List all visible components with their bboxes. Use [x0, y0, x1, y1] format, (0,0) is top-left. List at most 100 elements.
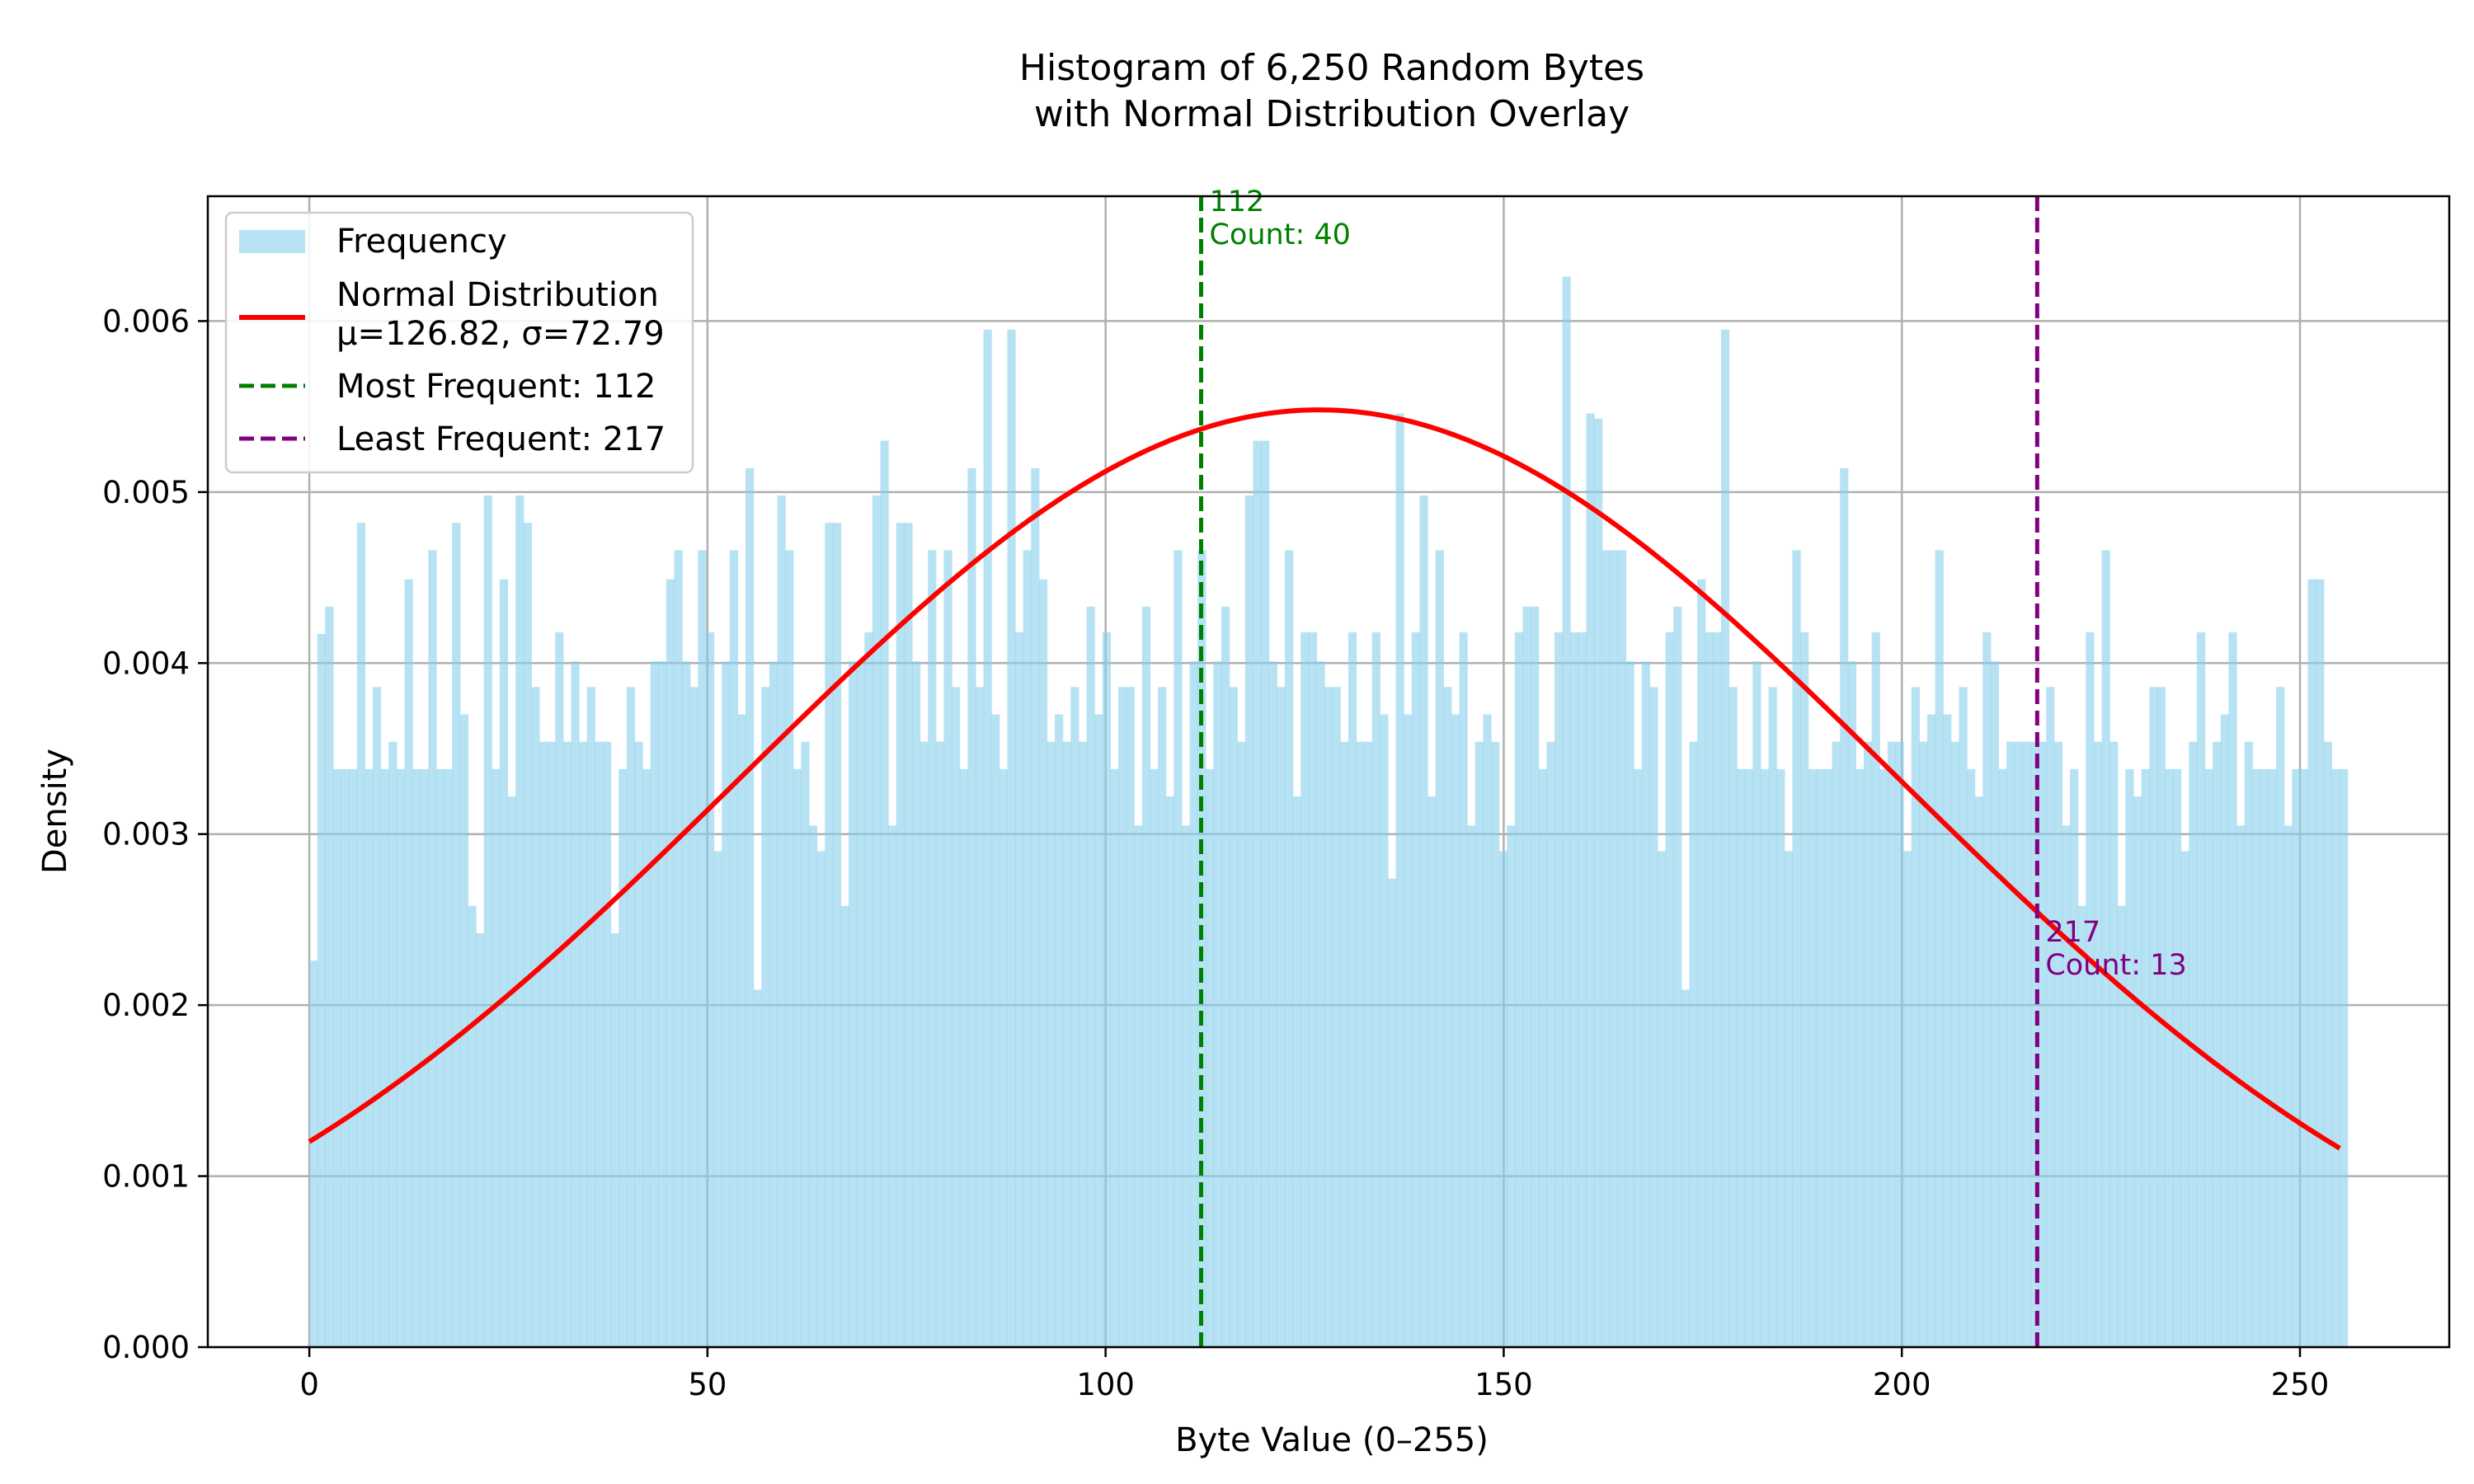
histogram-bar	[1062, 741, 1071, 1347]
least-frequent-count-label: Count: 13	[2045, 949, 2186, 982]
histogram-bar	[1998, 768, 2007, 1347]
histogram-bar	[1451, 714, 1460, 1347]
histogram-bar	[1689, 741, 1698, 1347]
histogram-bar	[920, 741, 929, 1347]
histogram-bar	[1919, 741, 1928, 1347]
histogram-bar	[2260, 768, 2269, 1347]
histogram-bar	[729, 550, 739, 1347]
histogram-bar	[1967, 768, 1976, 1347]
histogram-bar	[967, 467, 976, 1348]
legend-label-least-frequent: Least Frequent: 217	[336, 420, 666, 458]
histogram-bar	[1641, 661, 1650, 1347]
histogram-bar	[1720, 329, 1730, 1348]
histogram-bar	[1959, 687, 1968, 1347]
legend-label-most-frequent: Most Frequent: 112	[336, 368, 656, 406]
histogram-bar	[435, 768, 445, 1347]
histogram-bar	[1253, 440, 1262, 1348]
histogram-bar	[705, 632, 715, 1347]
histogram-bar	[2284, 825, 2293, 1347]
histogram-bar	[1887, 741, 1897, 1347]
histogram-bar	[539, 741, 548, 1347]
histogram-bar	[1047, 741, 1056, 1347]
histogram-bar	[999, 768, 1008, 1347]
histogram-bar	[1483, 714, 1492, 1347]
histogram-bar	[1427, 796, 1437, 1347]
histogram-bar	[523, 523, 532, 1347]
histogram-bar	[404, 579, 413, 1347]
histogram-bar	[682, 661, 691, 1347]
histogram-bar	[832, 523, 842, 1347]
x-tick-label: 100	[1076, 1367, 1135, 1402]
histogram-bar	[1546, 741, 1555, 1347]
histogram-bar	[1681, 989, 1691, 1347]
histogram-bar	[412, 768, 421, 1347]
histogram-bar	[476, 933, 485, 1347]
histogram-bar	[1292, 796, 1301, 1347]
histogram-bar	[1332, 687, 1341, 1347]
histogram-bar	[2316, 579, 2325, 1347]
histogram-bar	[1602, 550, 1611, 1347]
histogram-bar	[1950, 741, 1959, 1347]
histogram-bar	[1268, 661, 1277, 1347]
histogram-bar	[2077, 905, 2086, 1347]
legend-label-normal-line-2: μ=126.82, σ=72.79	[336, 315, 665, 353]
histogram-bar	[1356, 741, 1365, 1347]
histogram-bar	[1522, 606, 1531, 1347]
histogram-bar	[1086, 606, 1095, 1347]
histogram-bar	[2180, 851, 2189, 1347]
histogram-bar	[1237, 741, 1246, 1347]
histogram-bar	[349, 768, 358, 1347]
histogram-bar	[737, 714, 746, 1347]
histogram-bar	[1673, 606, 1682, 1347]
histogram-bar	[1055, 714, 1064, 1347]
histogram-bar	[1038, 579, 1048, 1347]
histogram-bar	[856, 661, 865, 1347]
x-axis-label: Byte Value (0–255)	[1175, 1421, 1489, 1459]
histogram-bar	[341, 768, 350, 1347]
histogram-bar	[1625, 661, 1634, 1347]
histogram-bar	[2299, 768, 2309, 1347]
x-axis-ticks: 0 50 100 150 200 250	[299, 1347, 2329, 1402]
histogram-bar	[2173, 768, 2182, 1347]
histogram-bar	[492, 768, 501, 1347]
histogram-bar	[2117, 905, 2126, 1347]
histogram-bar	[1387, 878, 1397, 1347]
histogram-bar	[332, 768, 342, 1347]
histogram-bar	[2276, 687, 2285, 1347]
histogram-bar	[1205, 768, 1215, 1347]
normal-distribution-curve	[308, 407, 2341, 1151]
histogram-bar	[1570, 632, 1579, 1347]
histogram-bar	[1467, 825, 1476, 1347]
histogram-bar	[1752, 661, 1761, 1347]
histogram-bar	[2307, 579, 2316, 1347]
histogram-bar	[698, 550, 707, 1347]
histogram-bar	[1491, 741, 1500, 1347]
histogram-bar	[1784, 851, 1794, 1347]
chart-title-line-2: with Normal Distribution Overlay	[1034, 93, 1630, 135]
histogram-bar	[1348, 632, 1357, 1347]
histogram-bar	[2220, 714, 2229, 1347]
histogram-bar	[1261, 440, 1270, 1348]
histogram-bar	[1665, 632, 1674, 1347]
histogram-bar	[2038, 741, 2047, 1347]
histogram-bar	[1141, 606, 1151, 1347]
y-tick-label: 0.002	[102, 988, 190, 1023]
x-tick-label: 50	[688, 1367, 727, 1402]
histogram-bar	[674, 550, 683, 1347]
histogram-bar	[808, 825, 818, 1347]
histogram-bar	[983, 329, 992, 1348]
histogram-bar	[2196, 632, 2206, 1347]
y-tick-label: 0.000	[102, 1330, 190, 1365]
x-tick-label: 200	[1873, 1367, 1931, 1402]
histogram-bar	[1371, 632, 1380, 1347]
histogram-bar	[1221, 606, 1230, 1347]
histogram-bar	[935, 741, 945, 1347]
histogram-bar	[515, 495, 524, 1347]
histogram-bar	[562, 741, 572, 1347]
histogram-bar	[658, 661, 667, 1347]
histogram-bar	[1935, 550, 1944, 1347]
histogram-bar	[499, 579, 509, 1347]
histogram-bar	[1737, 768, 1746, 1347]
histogram-bar	[2046, 687, 2055, 1347]
histogram-bar	[1729, 687, 1738, 1347]
